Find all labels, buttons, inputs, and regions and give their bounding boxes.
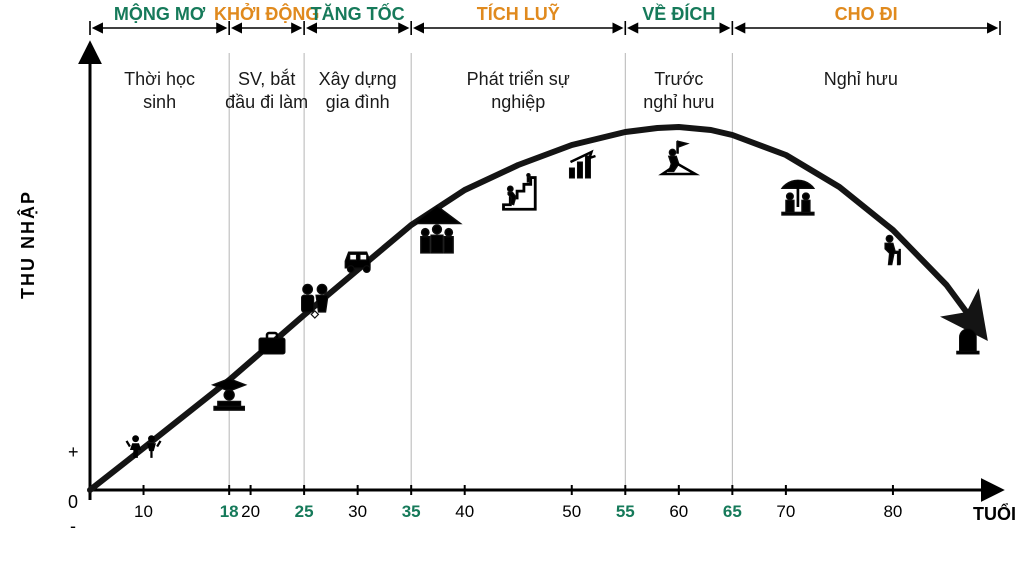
flag-summit-icon	[662, 141, 695, 174]
phase-label-2: TĂNG TỐC	[311, 4, 405, 25]
y-minus: -	[70, 516, 76, 537]
tick-20: 20	[241, 502, 260, 522]
tick-60: 60	[669, 502, 688, 522]
life-income-diagram: { "layout": { "width": 1024, "height": 5…	[0, 0, 1024, 569]
stage-label-3: Phát triển sựnghiệp	[467, 68, 570, 113]
growth-chart-icon	[569, 152, 595, 178]
y-axis-label: THU NHẬP	[18, 190, 39, 299]
phase-label-1: KHỞI ĐỘNG	[214, 4, 319, 25]
stage-label-0: Thời họcsinh	[124, 68, 195, 113]
stage-label-4: Trướcnghỉ hưu	[643, 68, 714, 113]
tick-70: 70	[776, 502, 795, 522]
phase-label-0: MỘNG MƠ	[114, 4, 205, 25]
tick-80: 80	[883, 502, 902, 522]
stage-label-5: Nghỉ hưu	[824, 68, 898, 91]
tick-18: 18	[220, 502, 239, 522]
phase-label-5: CHO ĐI	[835, 4, 898, 25]
y-zero: 0	[68, 492, 78, 513]
stage-label-2: Xây dựnggia đình	[319, 68, 397, 113]
retire-umbrella-icon	[782, 180, 814, 215]
y-plus: +	[68, 442, 79, 463]
tick-65: 65	[723, 502, 742, 522]
elderly-cane-icon	[885, 235, 900, 264]
tick-25: 25	[295, 502, 314, 522]
tombstone-icon	[957, 329, 979, 354]
family-house-icon	[414, 206, 461, 253]
climb-stairs-icon	[504, 174, 536, 210]
tick-10: 10	[134, 502, 153, 522]
graduate-icon	[213, 379, 246, 411]
phase-label-3: TÍCH LUỸ	[477, 4, 560, 25]
tick-40: 40	[455, 502, 474, 522]
tick-30: 30	[348, 502, 367, 522]
stage-label-1: SV, bắtđầu đi làm	[225, 68, 308, 113]
x-axis-label: TUỔI	[973, 504, 1016, 525]
phase-label-4: VỀ ĐÍCH	[642, 4, 715, 25]
tick-50: 50	[562, 502, 581, 522]
tick-55: 55	[616, 502, 635, 522]
tick-35: 35	[402, 502, 421, 522]
